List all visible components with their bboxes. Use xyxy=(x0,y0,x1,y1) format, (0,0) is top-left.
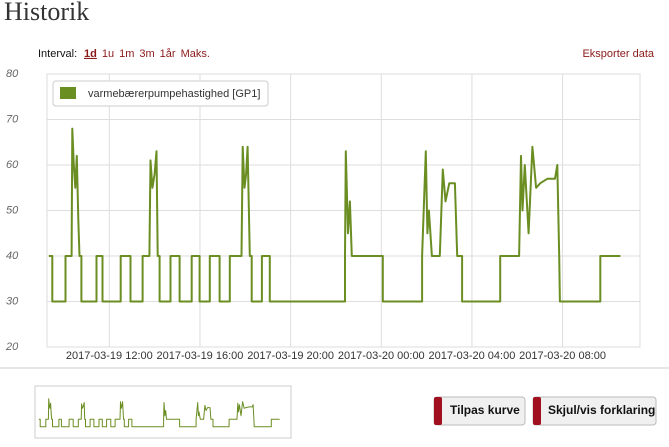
legend-swatch xyxy=(60,87,76,99)
button-label: Tilpas kurve xyxy=(450,403,520,417)
fit-button[interactable]: Tilpas kurve xyxy=(433,396,526,426)
legend-toggle-button[interactable]: Skjul/vis forklaring xyxy=(532,396,657,426)
legend: varmebærerpumpehastighed [GP1] xyxy=(52,80,269,107)
series-line xyxy=(48,127,621,303)
interval-links: 1d 1u 1m 3m 1år Maks. xyxy=(84,48,210,60)
button-label: Skjul/vis forklaring xyxy=(548,403,655,417)
x-tick-label: 2017-03-19 16:00 xyxy=(157,350,244,362)
y-tick-label: 50 xyxy=(6,204,19,216)
interval-link[interactable]: 1d xyxy=(84,48,97,60)
button-tab xyxy=(434,397,442,425)
x-tick-label: 2017-03-20 04:00 xyxy=(428,350,515,362)
page-title: Historik xyxy=(4,0,89,26)
interval-label: Interval: xyxy=(38,48,77,60)
y-tick-label: 20 xyxy=(5,341,19,353)
plot: 20 30 40 50 60 70 80 2017-03-19 12:00 2017-03-19… xyxy=(5,68,641,362)
x-tick-label: 2017-03-20 08:00 xyxy=(519,350,606,362)
interval-link[interactable]: 1år xyxy=(160,48,176,60)
y-tick-label: 80 xyxy=(6,68,19,80)
interval-link[interactable]: 1u xyxy=(102,48,114,60)
interval-link[interactable]: Maks. xyxy=(181,48,210,60)
x-tick-label: 2017-03-20 00:00 xyxy=(338,350,425,362)
legend-box xyxy=(52,80,269,107)
navigator-line xyxy=(38,398,280,428)
y-tick-label: 60 xyxy=(6,159,19,171)
x-tick-label: 2017-03-19 12:00 xyxy=(66,350,153,362)
interval-link[interactable]: 1m xyxy=(119,48,134,60)
export-link[interactable]: Eksporter data xyxy=(582,48,654,60)
legend-label: varmebærerpumpehastighed [GP1] xyxy=(88,88,260,100)
button-tab xyxy=(533,397,541,425)
y-tick-label: 40 xyxy=(6,250,19,262)
y-tick-label: 70 xyxy=(6,113,19,125)
x-tick-label: 2017-03-19 20:00 xyxy=(247,350,334,362)
y-tick-label: 30 xyxy=(6,295,19,307)
navigator[interactable] xyxy=(34,385,292,439)
interval-link[interactable]: 3m xyxy=(139,48,154,60)
navigator-series xyxy=(38,398,280,428)
